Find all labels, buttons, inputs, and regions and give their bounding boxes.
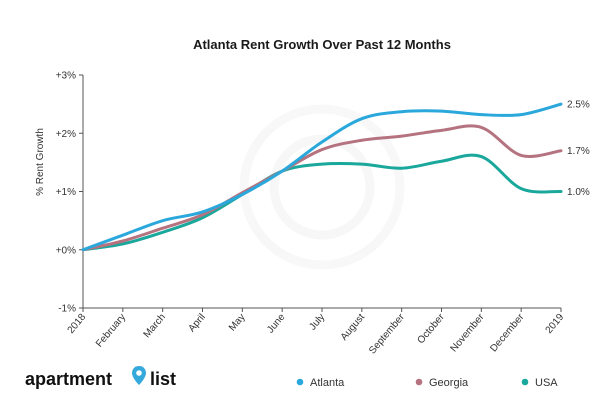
legend-label-usa: USA: [535, 377, 558, 389]
series-line-usa: [81, 153, 563, 252]
legend: Atlanta Georgia USA: [296, 377, 558, 389]
y-axis-label: % Rent Growth: [35, 128, 46, 196]
x-tick-label: November: [449, 311, 488, 354]
y-tick-label: +1%: [56, 187, 76, 198]
x-ticks: 2018 February March April May June July August S…: [66, 308, 567, 356]
x-tick-label: July: [307, 312, 327, 333]
x-tick-label: August: [339, 312, 368, 343]
x-tick-label: 2019: [544, 312, 567, 336]
x-tick-label: September: [367, 311, 407, 356]
end-label-atlanta: 2.5%: [567, 100, 590, 111]
end-label-usa: 1.0%: [567, 187, 590, 198]
legend-label-atlanta: Atlanta: [310, 377, 345, 389]
map-pin-icon: [132, 366, 146, 385]
x-tick-label: March: [142, 312, 168, 340]
logo-word-apartment: apartment: [25, 369, 112, 389]
series-line-georgia: [81, 124, 563, 252]
legend-marker-atlanta: [296, 378, 304, 386]
x-tick-label: December: [488, 311, 527, 354]
x-tick-label: June: [265, 312, 288, 336]
legend-marker-usa: [521, 378, 529, 386]
legend-label-georgia: Georgia: [429, 377, 469, 389]
end-label-georgia: 1.7%: [567, 146, 590, 157]
x-tick-label: May: [227, 312, 248, 334]
end-labels: 2.5% 1.7% 1.0%: [567, 100, 590, 198]
y-tick-label: -1%: [58, 304, 76, 315]
logo-word-list: list: [150, 369, 176, 389]
series-lines: [81, 102, 563, 252]
chart-title: Atlanta Rent Growth Over Past 12 Months: [193, 37, 451, 52]
y-tick-label: +0%: [56, 245, 76, 256]
y-tick-label: +3%: [56, 71, 76, 82]
y-ticks: +3% +2% +1% +0% -1%: [56, 71, 83, 315]
logo: apartment list: [25, 366, 176, 389]
x-tick-label: October: [416, 311, 448, 346]
legend-marker-georgia: [415, 378, 423, 386]
watermark: [239, 104, 405, 270]
x-tick-label: February: [94, 312, 128, 350]
y-tick-label: +2%: [56, 129, 76, 140]
x-tick-label: April: [187, 312, 208, 334]
series-line-atlanta: [81, 102, 563, 252]
x-tick-label: 2018: [66, 312, 89, 336]
